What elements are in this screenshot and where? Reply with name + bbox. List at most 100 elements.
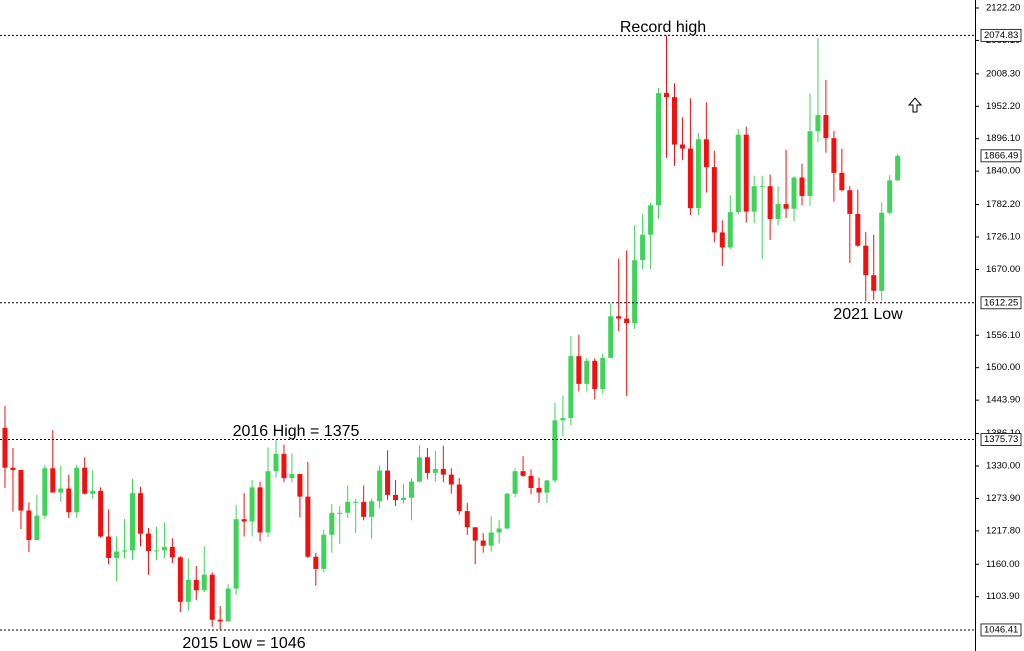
candle-body xyxy=(217,619,223,622)
candle-body xyxy=(337,512,343,514)
candle-body xyxy=(664,93,670,98)
candle-body xyxy=(743,134,749,212)
candle-body xyxy=(225,588,231,622)
candle-body xyxy=(871,275,877,291)
candle-body xyxy=(321,534,327,569)
level-annotation: 2016 High = 1375 xyxy=(233,423,360,440)
level-label: 1612.25 xyxy=(984,297,1018,308)
level-label-box xyxy=(980,28,1022,42)
candle-body xyxy=(281,453,287,479)
candle-body xyxy=(807,131,813,196)
candle-body xyxy=(66,488,72,513)
candle-body xyxy=(679,144,685,149)
candle-body xyxy=(488,532,494,546)
candle-body xyxy=(440,468,446,475)
up-arrow-icon xyxy=(907,97,923,113)
candle-body xyxy=(161,546,167,551)
level-annotation: Record high xyxy=(620,19,706,36)
y-tick-label: 1952.20 xyxy=(986,101,1020,112)
y-tick-label: 1103.90 xyxy=(986,591,1020,602)
candle-body xyxy=(169,546,175,558)
candle-body xyxy=(34,515,40,540)
y-tick-label: 1217.80 xyxy=(986,525,1020,536)
level-annotation: 2015 Low = 1046 xyxy=(182,635,305,651)
candle-body xyxy=(98,490,104,537)
y-tick-label: 1330.00 xyxy=(986,461,1020,472)
candle-body xyxy=(759,186,765,188)
candle-body xyxy=(137,493,143,534)
candle-body xyxy=(711,167,717,233)
candle-body xyxy=(313,556,319,569)
candle-body xyxy=(58,488,64,493)
y-tick-label: 2122.20 xyxy=(986,2,1020,13)
candle-body xyxy=(512,471,518,494)
y-tick-label: 1896.10 xyxy=(986,133,1020,144)
candle-body xyxy=(361,501,367,517)
candle-body xyxy=(855,213,861,246)
candle-body xyxy=(377,470,383,502)
y-tick-label: 1840.00 xyxy=(986,166,1020,177)
candle-body xyxy=(345,501,351,513)
candle-body xyxy=(177,557,183,602)
candle-body xyxy=(727,212,733,248)
candle-body xyxy=(640,234,646,261)
candle-body xyxy=(26,510,32,540)
candle-body xyxy=(552,420,558,481)
candle-body xyxy=(90,490,96,494)
candle-body xyxy=(544,480,550,493)
candle-body xyxy=(145,533,151,551)
candle-body xyxy=(648,205,654,235)
candle-body xyxy=(353,501,359,503)
candle-body xyxy=(185,579,191,602)
candle-body xyxy=(560,418,566,421)
candle-body xyxy=(241,519,247,522)
candle-body xyxy=(448,474,454,485)
candle-body xyxy=(416,457,422,482)
candle-body xyxy=(767,186,773,220)
candle-body xyxy=(656,93,662,206)
candle-body xyxy=(2,427,8,468)
candle-body xyxy=(369,501,375,517)
candle-body xyxy=(703,139,709,168)
candle-body xyxy=(153,550,159,552)
y-tick-label: 1500.00 xyxy=(986,362,1020,373)
candle-body xyxy=(783,204,789,209)
candle-body xyxy=(249,487,255,522)
candle-body xyxy=(50,468,56,493)
candle-body xyxy=(791,177,797,209)
candle-body xyxy=(823,115,829,139)
y-tick-label: 2008.30 xyxy=(986,68,1020,79)
last-price-box xyxy=(980,149,1022,163)
candle-body xyxy=(775,204,781,220)
candle-body xyxy=(393,494,399,501)
candle-body xyxy=(624,318,630,324)
level-label-box xyxy=(980,623,1022,637)
candle-body xyxy=(520,471,526,476)
candle-body xyxy=(751,186,757,212)
last-price-label: 1866.49 xyxy=(984,150,1018,161)
candle-body xyxy=(879,212,885,291)
candle-body xyxy=(74,467,80,513)
candle-body xyxy=(536,487,542,493)
candle-body xyxy=(480,540,486,546)
candle-body xyxy=(42,468,48,516)
y-tick-label: 1782.20 xyxy=(986,199,1020,210)
candle-body xyxy=(472,527,478,541)
level-label-box xyxy=(980,433,1022,446)
candle-body xyxy=(831,138,837,173)
candle-body xyxy=(719,232,725,248)
candle-body xyxy=(608,316,614,358)
candle-body xyxy=(632,260,638,324)
y-tick-label: 1726.10 xyxy=(986,232,1020,243)
level-annotation: 2021 Low xyxy=(833,306,903,323)
candle-body xyxy=(528,475,534,488)
candle-body xyxy=(114,551,120,558)
candle-body xyxy=(456,484,462,512)
candle-body xyxy=(289,474,295,479)
candle-body xyxy=(401,497,406,501)
candle-body xyxy=(10,467,16,471)
y-tick-label: 1443.90 xyxy=(986,395,1020,406)
candle-body xyxy=(408,481,414,498)
candle-body xyxy=(496,528,502,533)
